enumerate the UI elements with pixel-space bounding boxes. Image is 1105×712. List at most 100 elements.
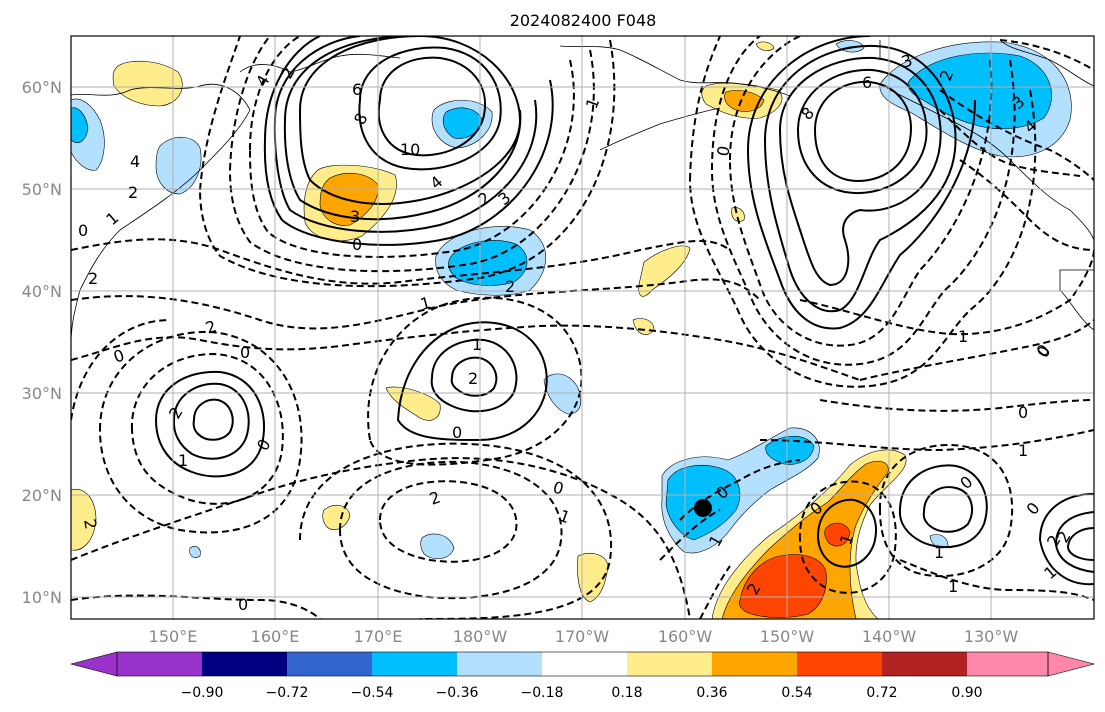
lon-tick-label: 160°E: [251, 627, 300, 646]
contour-line: [799, 249, 1094, 336]
contour-line: [192, 398, 234, 441]
colorbar-tick-label: 0.18: [611, 685, 642, 701]
contour-label: 0: [551, 478, 566, 499]
negative-anomaly-area: [442, 107, 483, 139]
contour-line: [939, 89, 1094, 181]
contour-line: [798, 480, 897, 594]
contour-line: [358, 46, 502, 171]
contour-line: [816, 498, 877, 568]
positive-anomaly-area: [577, 553, 609, 603]
contour-label: 2: [505, 277, 515, 296]
contour-label: 1: [418, 293, 433, 314]
lat-tick-label: 60°N: [22, 78, 62, 97]
colorbar-segment: [117, 652, 202, 676]
lon-tick-label: 140°W: [862, 627, 917, 646]
contour-lines: [71, 36, 1094, 619]
contour-line: [249, 36, 575, 258]
colorbar-tick-label: 0.90: [951, 685, 982, 701]
contour-line: [899, 559, 1094, 601]
colorbar-extend-high: [1047, 651, 1096, 677]
negative-anomaly-area: [189, 546, 201, 558]
contour-line: [939, 109, 1081, 177]
lon-tick-label: 180°W: [453, 627, 508, 646]
lat-tick-label: 50°N: [22, 180, 62, 199]
contour-label: 2: [80, 517, 100, 530]
contour-line: [999, 39, 1094, 71]
contour-line: [299, 442, 613, 619]
contour-label: 1: [178, 451, 188, 470]
lon-axis: 150°E 160°E 170°E 180°W 170°W 160°W 150°…: [149, 627, 1019, 646]
colorbar-segment: [627, 652, 712, 676]
contour-line: [711, 36, 1016, 366]
colorbar: −0.90 −0.72 −0.54 −0.36 −0.18 0.18 0.36 …: [69, 651, 1096, 701]
colorbar-tick-label: −0.90: [181, 685, 224, 701]
positive-anomaly-area: [724, 90, 765, 112]
map-frame: [70, 35, 1095, 620]
contour-line: [71, 278, 761, 330]
contour-line: [796, 68, 928, 194]
contour-line: [763, 44, 957, 313]
colorbar-tick-label: 0.72: [866, 685, 897, 701]
contour-label: 0: [1018, 403, 1028, 422]
contour-line: [959, 159, 1094, 251]
contour-line: [396, 321, 548, 442]
contour-label: 1: [472, 335, 482, 354]
negative-anomaly-area: [420, 533, 455, 560]
contour-label: 0: [713, 144, 733, 157]
negative-anomaly-area: [765, 435, 815, 465]
contour-label: 1: [958, 327, 968, 346]
colorbar-segment: [967, 652, 1048, 676]
contour-line: [98, 330, 303, 534]
contour-line: [813, 80, 912, 182]
negative-anomaly-area: [929, 534, 949, 549]
colorbar-tick-label: −0.18: [521, 685, 564, 701]
colorbar-segment: [287, 652, 372, 676]
colorbar-segment: [797, 652, 882, 676]
contour-label: 2: [88, 269, 98, 288]
contour-line: [283, 36, 522, 221]
colorbar-extend-low: [69, 651, 118, 677]
contour-line: [1067, 527, 1094, 561]
coastline: [71, 83, 251, 341]
contour-line: [1055, 511, 1094, 573]
contour-line: [779, 56, 942, 287]
lon-tick-label: 170°W: [555, 627, 610, 646]
colorbar-tick-label: −0.72: [266, 685, 309, 701]
contour-line: [263, 36, 554, 246]
contour-line: [367, 296, 583, 466]
contour-line: [71, 457, 691, 619]
contour-line: [377, 56, 487, 157]
lon-tick-label: 160°W: [658, 627, 713, 646]
contour-label: 4: [130, 152, 140, 171]
contour-label: 2: [468, 369, 478, 388]
contour-line: [819, 399, 1094, 412]
colorbar-segment: [712, 652, 797, 676]
colorbar-tick-label: −0.54: [351, 685, 394, 701]
positive-anomaly-area: [112, 60, 183, 107]
map-panel: 4 6 8 10 2 4 3 0 2 3 4 2 1 0 2 2 0 1 2 0: [70, 35, 1095, 620]
contour-line: [922, 486, 973, 533]
contour-line: [430, 338, 518, 413]
contour-line: [172, 382, 250, 460]
contour-label: 6: [352, 80, 362, 99]
positive-anomaly-area: [731, 207, 745, 222]
contour-line: [199, 36, 616, 288]
contour-line: [1039, 493, 1094, 586]
positive-anomaly-area: [824, 522, 851, 547]
contour-label: 1: [1018, 441, 1028, 460]
contour-line: [229, 36, 595, 273]
graticule: [71, 36, 1094, 619]
colorbar-segment: [882, 652, 967, 676]
contour-line: [71, 594, 321, 619]
lat-axis: 60°N 50°N 40°N 30°N 20°N 10°N: [22, 78, 62, 607]
contour-line: [729, 36, 993, 347]
colorbar-segment: [457, 652, 542, 676]
colorbar-tick-label: −0.36: [436, 685, 479, 701]
contour-label: 0: [78, 221, 88, 240]
colorbar-segment: [202, 652, 287, 676]
contour-label: 0: [238, 595, 248, 614]
contour-label: 3: [350, 207, 360, 226]
contour-line: [71, 324, 861, 381]
coastline: [599, 107, 721, 151]
